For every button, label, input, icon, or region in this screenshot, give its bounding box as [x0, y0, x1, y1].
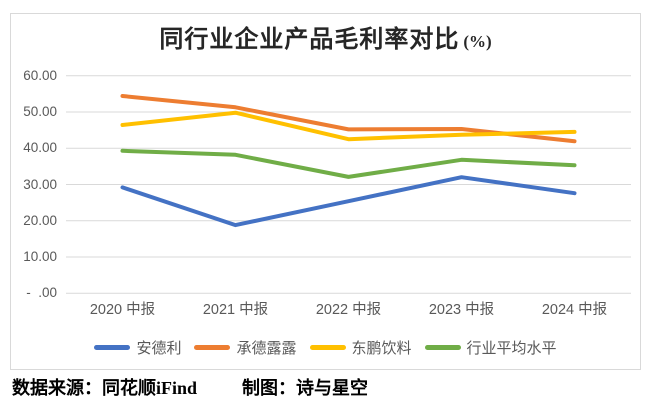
x-axis-tick-label: 2021 中报: [202, 302, 269, 318]
author-label: 制图：诗与星空: [242, 378, 369, 398]
chart-frame-border: [10, 13, 641, 370]
legend-line-swatch: [94, 345, 131, 350]
legend-label: 东鹏饮料: [351, 340, 412, 357]
legend-line-swatch: [194, 345, 231, 350]
y-axis-tick-label: 50.00: [23, 103, 57, 119]
legend-line-swatch: [424, 345, 461, 350]
legend-item-承德露露: 承德露露: [194, 337, 297, 358]
legend-line-swatch: [309, 345, 346, 350]
x-axis-tick-label: 2022 中报: [315, 302, 382, 318]
data-source-label: 数据来源：同花顺iFind: [12, 378, 198, 398]
legend: 安德利 承德露露 东鹏饮料 行业平均水平: [10, 337, 641, 358]
series-line-行业平均水平: [120, 148, 577, 179]
legend-label: 安德利: [136, 340, 182, 357]
legend-label: 承德露露: [236, 340, 297, 357]
x-axis-tick-label: 2020 中报: [89, 302, 156, 318]
y-axis-tick-label: 10.00: [23, 249, 57, 265]
legend-label: 行业平均水平: [466, 340, 557, 357]
legend-item-行业平均水平: 行业平均水平: [424, 337, 557, 358]
legend-item-安德利: 安德利: [94, 337, 181, 358]
legend-item-东鹏饮料: 东鹏饮料: [309, 337, 412, 358]
y-axis-tick-label: 60.00: [23, 67, 57, 83]
y-axis-tick-label: - .00: [26, 285, 57, 301]
y-axis-tick-label: 40.00: [23, 140, 57, 156]
y-axis-tick-label: 20.00: [23, 212, 57, 228]
y-axis-tick-label: 30.00: [23, 176, 57, 192]
chart-title-unit: (%): [463, 32, 492, 51]
x-axis-tick-label: 2024 中报: [541, 302, 608, 318]
chart-title-text: 同行业企业产品毛利率对比: [159, 27, 460, 53]
series-line-安德利: [120, 175, 577, 228]
x-axis-tick-label: 2023 中报: [428, 302, 495, 318]
chart-title: 同行业企业产品毛利率对比 (%): [10, 19, 641, 54]
series-line-东鹏饮料: [120, 110, 577, 142]
caption: 数据来源：同花顺iFind 制图：诗与星空: [12, 374, 368, 400]
